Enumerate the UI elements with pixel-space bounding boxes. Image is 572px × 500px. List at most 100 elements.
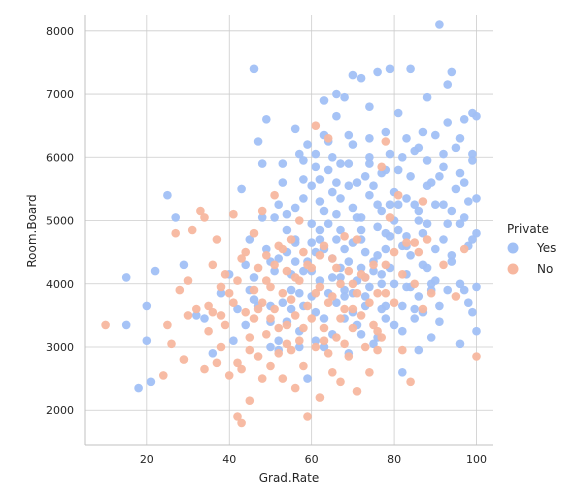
data-point-yes [385, 149, 395, 159]
data-point-yes [323, 219, 333, 228]
data-point-yes [373, 251, 382, 260]
data-point-no [398, 345, 407, 355]
data-point-yes [257, 213, 267, 222]
data-point-yes [303, 140, 312, 149]
data-point-yes [431, 244, 440, 254]
data-point-yes [381, 228, 391, 238]
data-point-no [249, 314, 259, 323]
data-point-no [451, 292, 461, 301]
data-point-no [323, 349, 333, 358]
data-point-yes [393, 108, 403, 118]
data-point-yes [369, 181, 378, 190]
data-point-no [365, 298, 374, 308]
data-point-no [303, 260, 312, 270]
data-point-yes [468, 235, 477, 244]
data-point-yes [344, 181, 354, 190]
data-point-yes [439, 235, 448, 244]
data-point-no [377, 333, 387, 342]
data-point-yes [150, 266, 160, 276]
data-point-no [360, 342, 370, 352]
data-point-yes [179, 260, 189, 270]
data-point-yes [435, 317, 444, 327]
data-point-no [459, 244, 469, 254]
data-point-no [212, 358, 222, 368]
data-point-yes [340, 285, 349, 295]
data-point-yes [468, 156, 477, 165]
data-point-yes [348, 203, 358, 213]
data-point-no [352, 288, 362, 298]
data-point-yes [418, 228, 428, 238]
y-tick-label: 3000 [46, 341, 74, 354]
data-point-yes [344, 159, 354, 168]
data-point-yes [455, 168, 465, 178]
data-point-yes [365, 282, 374, 292]
legend-marker-yes [507, 242, 519, 254]
data-point-no [344, 352, 354, 361]
y-tick-label: 2000 [46, 404, 74, 417]
data-point-no [356, 311, 366, 320]
data-point-yes [365, 153, 374, 162]
data-point-yes [439, 149, 448, 159]
data-point-no [270, 304, 279, 314]
data-point-yes [121, 320, 131, 330]
data-point-no [253, 263, 263, 273]
data-point-no [270, 190, 279, 200]
data-point-yes [336, 194, 345, 203]
data-point-yes [315, 225, 325, 235]
y-tick-label: 4000 [46, 278, 74, 291]
data-point-no [171, 228, 180, 238]
data-point-yes [422, 219, 432, 228]
data-point-yes [447, 67, 457, 77]
data-point-no [237, 254, 246, 263]
data-point-no [237, 364, 246, 374]
data-point-no [200, 213, 209, 222]
data-point-yes [307, 238, 317, 247]
data-point-yes [257, 159, 267, 168]
data-point-yes [435, 20, 444, 29]
data-point-no [270, 260, 279, 270]
data-point-no [196, 206, 205, 216]
data-point-no [369, 320, 378, 330]
data-point-yes [459, 285, 469, 295]
data-point-yes [377, 304, 387, 314]
data-point-yes [426, 333, 436, 342]
data-point-yes [249, 64, 259, 74]
data-point-yes [422, 263, 432, 273]
data-point-yes [435, 301, 444, 311]
data-point-no [257, 374, 267, 383]
data-point-no [216, 311, 226, 320]
data-point-yes [439, 162, 448, 172]
data-point-yes [274, 200, 284, 209]
data-point-yes [332, 209, 341, 219]
data-point-no [311, 288, 321, 298]
data-point-yes [241, 260, 250, 270]
data-point-yes [369, 339, 378, 349]
data-point-yes [290, 124, 300, 134]
y-tick-label: 5000 [46, 215, 74, 228]
data-point-yes [270, 266, 279, 276]
data-point-no [389, 247, 399, 257]
data-point-no [183, 276, 193, 285]
data-point-no [340, 304, 349, 314]
data-point-yes [398, 326, 407, 336]
data-point-yes [356, 263, 366, 273]
data-point-yes [286, 304, 296, 314]
data-point-yes [385, 200, 395, 209]
data-point-yes [299, 194, 308, 203]
data-point-yes [237, 184, 246, 194]
data-point-yes [163, 190, 172, 200]
data-point-no [410, 279, 420, 289]
data-point-no [212, 235, 222, 244]
data-point-yes [443, 118, 453, 127]
data-point-no [295, 336, 304, 346]
data-point-yes [142, 336, 152, 346]
data-point-no [344, 266, 354, 276]
data-point-no [319, 336, 329, 346]
legend-label-no: No [537, 262, 553, 276]
data-point-no [266, 314, 275, 323]
data-point-yes [377, 279, 387, 289]
data-point-yes [319, 314, 329, 323]
data-point-yes [315, 235, 325, 244]
data-point-no [229, 298, 238, 308]
